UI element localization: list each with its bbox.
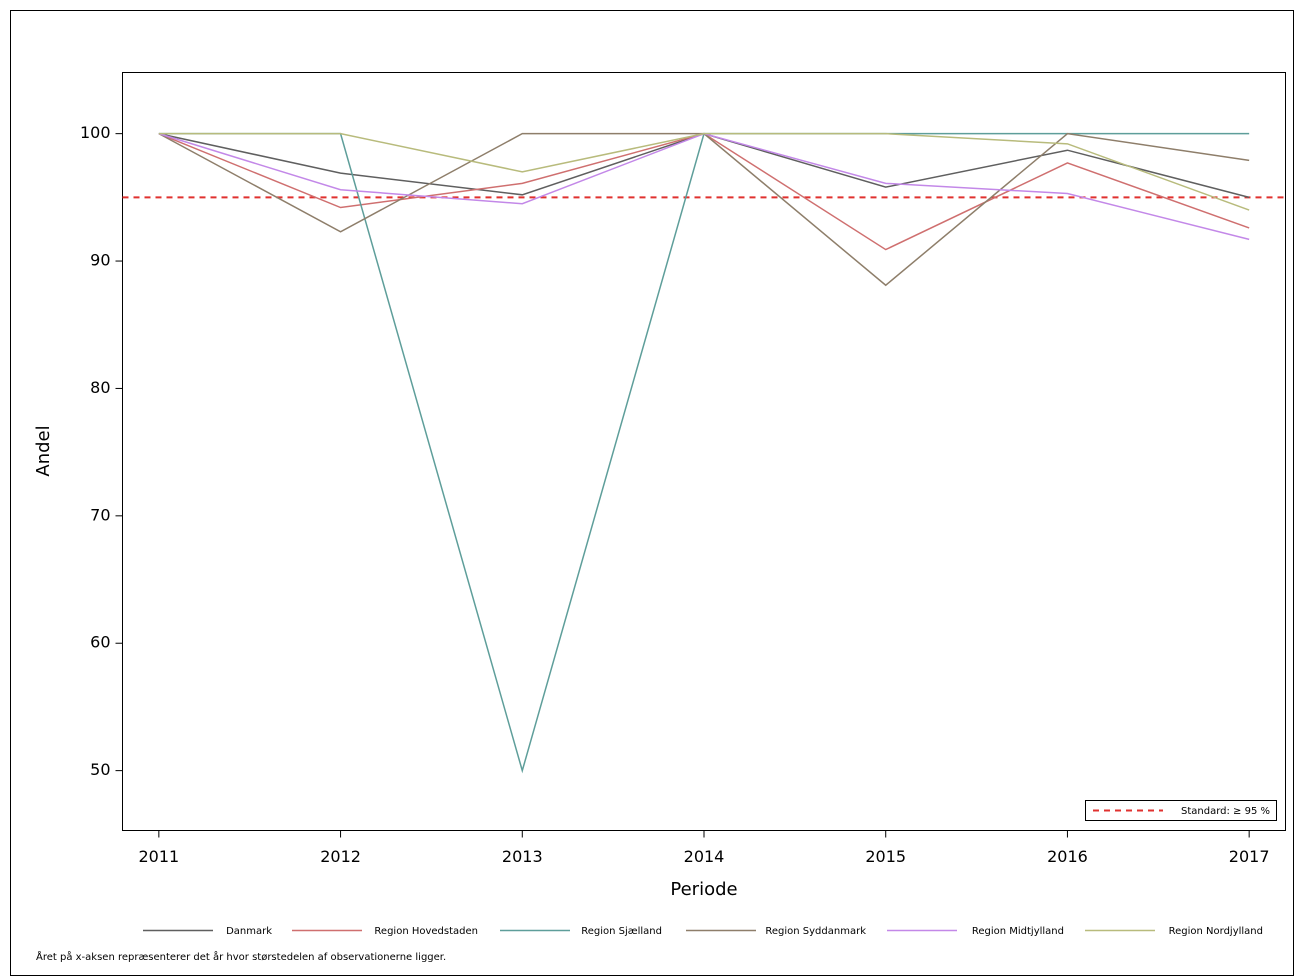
x-tick-label: 2014: [684, 847, 725, 866]
x-tick-label: 2012: [320, 847, 361, 866]
y-axis-label: Andel: [33, 425, 54, 476]
legend-label: Region Midtjylland: [972, 926, 1064, 937]
x-axis-label: Periode: [670, 879, 737, 900]
legend-label: Region Sjælland: [581, 926, 662, 937]
reference-legend-box: [1085, 800, 1277, 821]
legend-label: Region Syddanmark: [765, 926, 866, 937]
x-tick-label: 2017: [1229, 847, 1270, 866]
series-line: [158, 132, 1250, 211]
y-tick-label: 100: [80, 123, 111, 142]
x-tick-label: 2015: [865, 847, 906, 866]
series-line: [158, 132, 1250, 774]
footnote: Året på x-aksen repræsenterer det år hvo…: [36, 950, 446, 963]
x-tick-label: 2016: [1047, 847, 1088, 866]
series-line: [158, 132, 1250, 287]
y-tick-label: 70: [90, 505, 110, 524]
x-tick-label: 2013: [502, 847, 543, 866]
y-tick-label: 80: [90, 378, 110, 397]
x-tick-label: 2011: [138, 847, 179, 866]
y-tick-label: 90: [90, 251, 110, 270]
frame: [10, 10, 1294, 976]
series-line: [158, 132, 1250, 199]
series-line: [158, 132, 1250, 241]
legend-label: Region Hovedstaden: [374, 926, 478, 937]
y-tick-label: 50: [90, 760, 110, 779]
y-tick-label: 60: [90, 633, 110, 652]
reference-legend-label: Standard: ≥ 95 %: [1181, 806, 1270, 817]
legend-label: Region Nordjylland: [1169, 926, 1263, 937]
legend-label: Danmark: [226, 926, 272, 937]
plot-area: [122, 72, 1286, 831]
